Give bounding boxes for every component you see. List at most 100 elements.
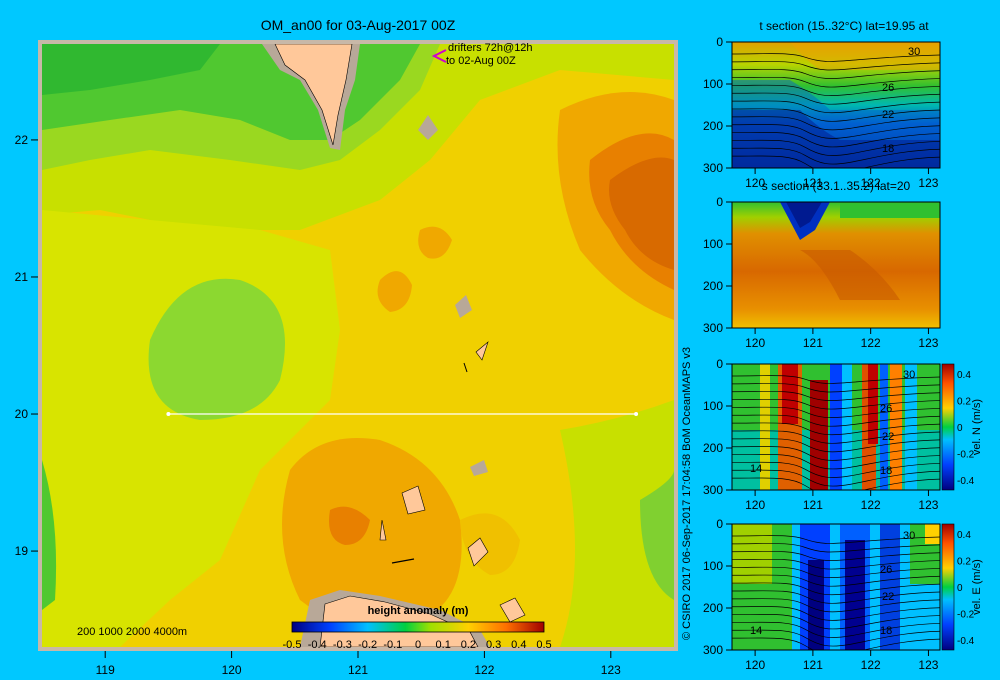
section-contour-line: [732, 543, 940, 553]
vel-colorbar-tick-label: 0.2: [957, 397, 971, 408]
section-contour-line: [732, 69, 940, 79]
v-contour-label-30: 30: [903, 369, 915, 381]
section-contour-line: [732, 606, 940, 621]
v-contour-label-14: 14: [750, 463, 762, 475]
section-contour-line: [732, 383, 940, 393]
panel-y-tick-label: 100: [703, 559, 723, 573]
section-contour-line: [732, 590, 940, 604]
section-contour-line: [732, 574, 940, 587]
colorbar-tick-label: -0.5: [283, 639, 302, 651]
copyright-label: © CSIRO 2017 06-Sep-2017 17:04:58 BoM Oc…: [681, 347, 693, 640]
colorbar: [291, 621, 545, 633]
section-contour-line: [732, 124, 940, 139]
panel-x-tick-label: 122: [861, 658, 881, 672]
section-contour-line: [732, 566, 940, 579]
section-contour-line: [732, 391, 940, 401]
section-contour-line: [732, 108, 940, 122]
u-section-contours: [732, 535, 940, 650]
panel-x-tick-label: 120: [745, 498, 765, 512]
section-contour-line: [732, 398, 940, 410]
u-colorbar-ticks: 0.4 0.2 0 -0.2 -0.4: [957, 530, 975, 647]
drifters-label-line2: to 02-Aug 00Z: [446, 55, 516, 67]
map-x-tick-label: 122: [474, 663, 494, 677]
section-line-end: [634, 412, 639, 417]
v-contour-label-22: 22: [882, 431, 894, 443]
panel-y-tick-label: 0: [716, 357, 723, 371]
panel-x-tick-label: 120: [745, 176, 765, 190]
map-x-ticks: 119 120 121 122 123: [96, 651, 621, 677]
s-section-title: s section (33.1..35.2) lat=20: [762, 179, 911, 193]
panel-y-tick-label: 100: [703, 77, 723, 91]
section-contour-line: [732, 76, 940, 88]
section-contour-line: [732, 461, 940, 478]
section-contour-line: [732, 535, 940, 544]
section-contour-line: [732, 155, 940, 168]
panel-x-tick-label: 120: [745, 658, 765, 672]
drifter-track-icon: [431, 49, 447, 63]
section-contour-line: [732, 422, 940, 436]
panel-x-tick-label: 121: [803, 336, 823, 350]
colorbar-tick-label: 0: [415, 639, 421, 651]
panel-y-tick-label: 100: [703, 237, 723, 251]
section-contour-line: [732, 406, 940, 419]
t-section-contours: [732, 53, 940, 168]
t-contour-label-18: 18: [882, 143, 894, 155]
t-contour-label-26: 26: [882, 82, 894, 94]
panel-x-tick-label: 123: [918, 658, 938, 672]
section-contour-line: [732, 446, 940, 461]
u-contour-label-22: 22: [882, 591, 894, 603]
section-contour-line: [732, 84, 940, 97]
colorbar-ticks: -0.5 -0.4 -0.3 -0.2 -0.1 0 0.1 0.2 0.3 0.4 0.5: [283, 639, 552, 651]
colorbar-tick-label: 0.1: [436, 639, 451, 651]
v-section-field: [732, 364, 940, 490]
colorbar-tick-label: 0.3: [486, 639, 501, 651]
vel-colorbar-tick-label: -0.2: [957, 610, 975, 621]
v-colorbar-ticks: 0.4 0.2 0 -0.2 -0.4: [957, 370, 975, 487]
section-contour-line: [732, 477, 940, 490]
v-section-frame: [731, 363, 941, 491]
section-contour-line: [732, 375, 940, 384]
section-contour-line: [732, 598, 940, 613]
map-x-tick-label: 121: [348, 663, 368, 677]
section-contour-line: [732, 621, 940, 638]
t-section-field: [732, 42, 940, 168]
section-contour-line: [732, 582, 940, 596]
section-contour-line: [732, 551, 940, 561]
vel-colorbar-tick-label: -0.4: [957, 636, 975, 647]
colorbar-tick-label: -0.4: [308, 639, 327, 651]
map-y-tick-label: 22: [15, 133, 29, 147]
panel-y-tick-label: 300: [703, 643, 723, 657]
map-y-ticks: 22 21 20 19: [15, 133, 38, 558]
section-contour-line: [732, 139, 940, 156]
colorbar-tick-label: -0.3: [333, 639, 352, 651]
panel-y-tick-label: 300: [703, 321, 723, 335]
section-contour-line: [732, 414, 940, 427]
colorbar-tick-label: -0.2: [358, 639, 377, 651]
s-section-field: [732, 202, 940, 328]
v-section-contours: [732, 375, 940, 490]
panel-x-tick-label: 120: [745, 336, 765, 350]
vel-colorbar-tick-label: 0.2: [957, 557, 971, 568]
panel-y-tick-label: 200: [703, 601, 723, 615]
panel-x-tick-label: 123: [918, 176, 938, 190]
v-colorbar: [941, 363, 955, 491]
panel-y-tick-label: 0: [716, 35, 723, 49]
drifters-label-line1: drifters 72h@12h: [448, 42, 533, 54]
panel-x-tick-label: 122: [861, 176, 881, 190]
section-contour-line: [732, 454, 940, 470]
panel-y-tick-label: 300: [703, 483, 723, 497]
u-colorbar: [941, 523, 955, 651]
section-contour-line: [732, 92, 940, 105]
map-y-tick-label: 19: [15, 544, 29, 558]
section-line-start: [166, 412, 171, 417]
section-contour-line: [732, 469, 940, 487]
t-section-frame: [731, 41, 941, 169]
vel-colorbar-tick-label: -0.4: [957, 476, 975, 487]
map-y-tick-label: 21: [15, 270, 29, 284]
panel-y-tick-label: 0: [716, 195, 723, 209]
map-title: OM_an00 for 03-Aug-2017 00Z: [261, 17, 456, 33]
t-contour-label-30: 30: [908, 46, 920, 58]
section-contour-line: [732, 438, 940, 453]
